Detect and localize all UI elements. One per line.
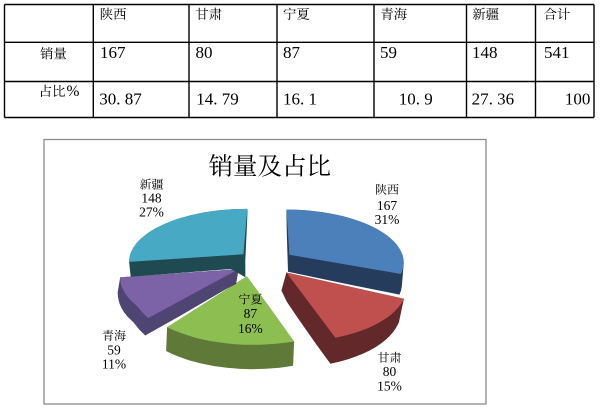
- svg-text:15%: 15%: [377, 379, 402, 394]
- svg-text:59: 59: [380, 43, 397, 62]
- svg-text:59: 59: [107, 343, 121, 358]
- svg-text:80: 80: [383, 364, 397, 379]
- svg-text:541: 541: [544, 43, 570, 62]
- svg-text:148: 148: [141, 190, 162, 205]
- svg-text:16. 1: 16. 1: [283, 90, 317, 109]
- svg-text:87: 87: [283, 43, 301, 62]
- svg-text:148: 148: [472, 43, 498, 62]
- svg-text:80: 80: [196, 43, 213, 62]
- svg-text:167: 167: [100, 43, 126, 62]
- svg-text:16%: 16%: [238, 321, 263, 336]
- svg-text:27. 36: 27. 36: [472, 90, 514, 109]
- svg-text:%: %: [67, 83, 80, 100]
- svg-text:31%: 31%: [375, 212, 400, 227]
- svg-text:30. 87: 30. 87: [99, 90, 142, 109]
- svg-text:14. 79: 14. 79: [196, 90, 239, 109]
- svg-text:100: 100: [565, 90, 591, 109]
- svg-text:167: 167: [377, 198, 398, 213]
- svg-text:11%: 11%: [102, 357, 126, 372]
- svg-text:87: 87: [244, 306, 258, 321]
- svg-text:27%: 27%: [139, 204, 164, 219]
- svg-text:10. 9: 10. 9: [399, 90, 433, 109]
